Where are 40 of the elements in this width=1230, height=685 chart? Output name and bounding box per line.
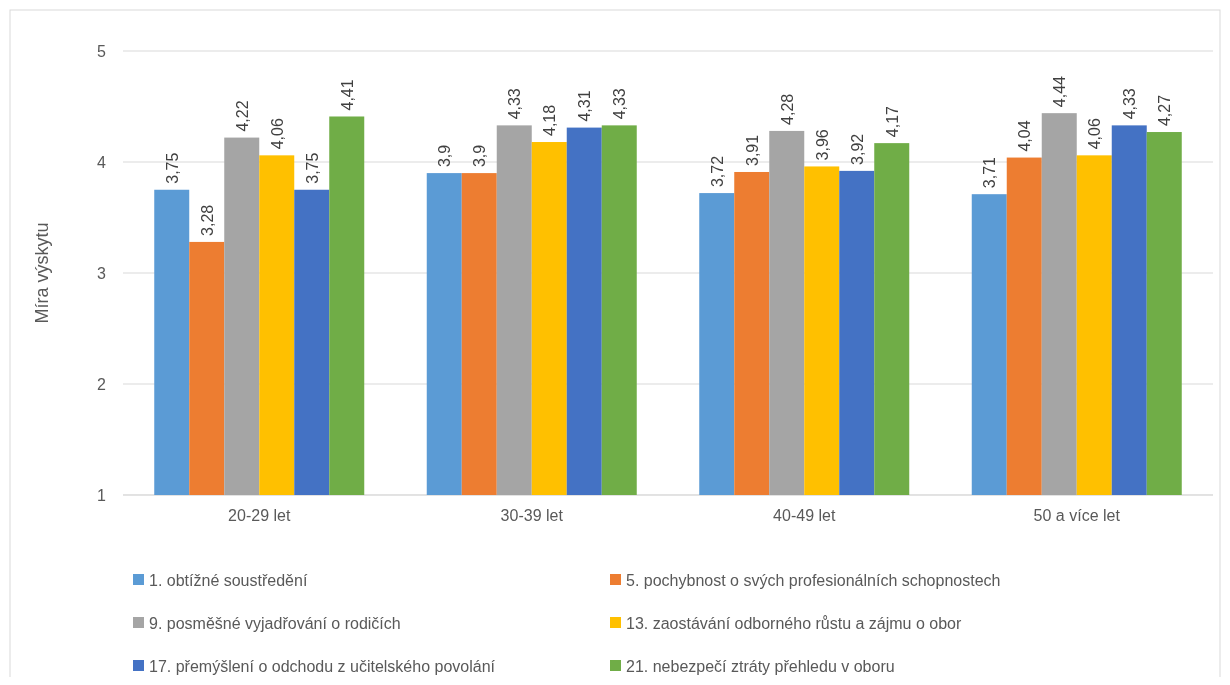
x-tick-label: 30-39 let [500, 507, 564, 524]
data-label: 4,06 [268, 118, 286, 150]
data-label: 4,33 [506, 88, 524, 120]
data-label: 3,75 [303, 152, 321, 184]
legend-label: 21. nebezpečí ztráty přehledu v oboru [626, 657, 895, 675]
data-label: 4,31 [576, 90, 594, 122]
x-tick-label: 50 a více let [1033, 507, 1121, 524]
data-label: 4,44 [1051, 75, 1069, 108]
y-tick-label: 2 [97, 375, 107, 393]
data-label: 4,28 [778, 93, 796, 125]
data-label: 3,28 [198, 204, 216, 236]
data-label: 4,33 [1121, 88, 1139, 120]
data-label: 4,18 [541, 104, 559, 137]
legend-label: 13. zaostávání odborného růstu a zájmu o obor [626, 614, 962, 632]
legend-label: 1. obtížné soustředění [149, 571, 308, 589]
data-label: 4,33 [611, 88, 629, 120]
legend-label: 17. přemýšlení o odchodu z učitelského povolání [149, 657, 496, 675]
data-label: 3,75 [163, 152, 181, 184]
data-label: 4,22 [233, 100, 251, 132]
data-label: 3,9 [471, 144, 489, 168]
data-label: 4,41 [338, 79, 356, 111]
y-tick-label: 5 [97, 42, 107, 60]
x-tick-label: 20-29 let [228, 507, 291, 524]
data-label: 4,17 [883, 105, 901, 138]
data-label: 3,71 [981, 156, 999, 189]
data-label: 3,96 [813, 129, 831, 161]
data-label: 4,04 [1016, 120, 1034, 152]
data-label: 3,72 [708, 155, 726, 188]
data-label: 3,92 [848, 133, 866, 165]
x-tick-label: 40-49 let [773, 507, 836, 524]
y-tick-label: 4 [97, 153, 107, 171]
legend-label: 5. pochybnost o svých profesionálních schopnostech [626, 571, 1001, 589]
data-label: 4,27 [1156, 94, 1174, 127]
y-axis-title: Míra výskytu [32, 222, 52, 324]
y-tick-label: 1 [97, 486, 107, 504]
data-label: 3,91 [743, 134, 761, 166]
data-label: 4,06 [1086, 118, 1104, 150]
legend-label: 9. posměšné vyjadřování o rodičích [149, 614, 401, 632]
y-tick-label: 3 [97, 264, 107, 282]
data-label: 3,9 [436, 144, 454, 168]
